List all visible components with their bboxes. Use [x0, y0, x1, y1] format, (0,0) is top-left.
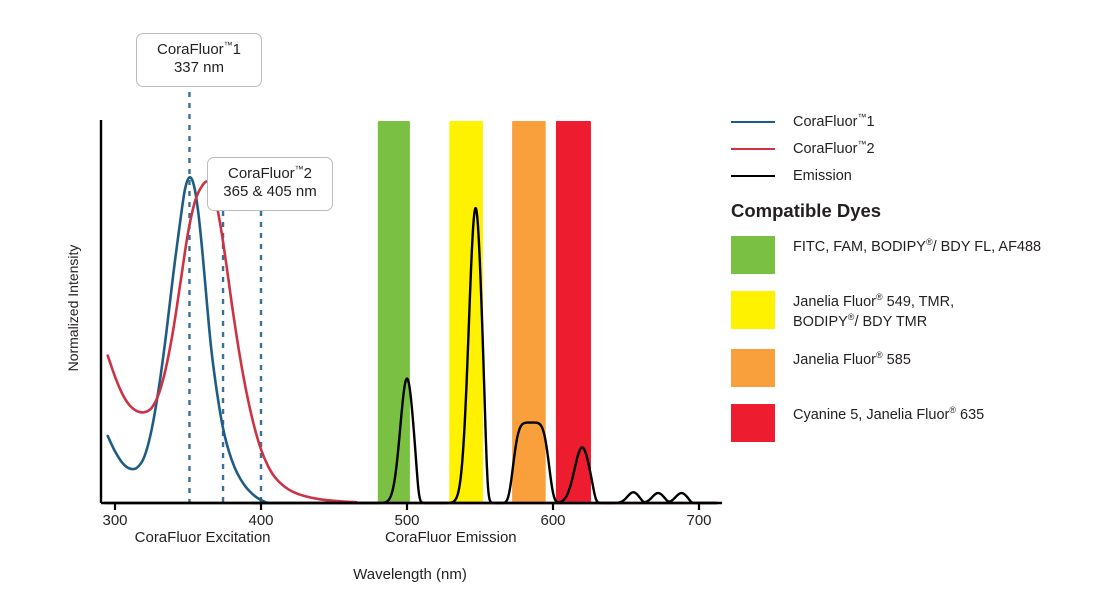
legend-item-2: Emission — [731, 162, 1091, 189]
x-tick-label-300: 300 — [102, 512, 128, 529]
x-axis-label: Wavelength (nm) — [353, 566, 467, 583]
dye-label-line2-1: BODIPY®/ BDY TMR — [793, 311, 954, 333]
dye-line1-tail-2: 585 — [882, 352, 911, 369]
dye-color-swatch-2 — [731, 349, 775, 388]
legend-label-base-0: CoraFluor — [793, 113, 858, 130]
callout-corafluor1-line2: 337 nm — [173, 59, 225, 77]
legend-label-tm-0: ™ — [857, 111, 867, 122]
callout-corafluor1-line1: CoraFluor™1 — [156, 40, 242, 59]
x-tick-label-700: 700 — [686, 512, 712, 529]
y-axis-label: Normalized Intensity — [65, 244, 81, 372]
dye-line2-reg-1: ® — [847, 311, 855, 322]
dye-label-line1-3: Cyanine 5, Janelia Fluor® 635 — [793, 406, 984, 426]
dye-line1-base-3: Cyanine 5, Janelia Fluor — [793, 407, 950, 424]
red-band — [555, 121, 591, 503]
dye-line2-base-1: BODIPY — [793, 313, 848, 330]
axis-section-emission: CoraFluor Emission — [384, 529, 517, 546]
excitation-curve-2 — [106, 180, 718, 505]
dye-line1-tail-1: 549, TMR, — [882, 294, 955, 310]
callout-corafluor2-line1: CoraFluor™2 — [227, 164, 313, 183]
legend-line-swatch-1 — [731, 147, 775, 150]
legend-label-tail-1: 2 — [866, 140, 875, 157]
dye-label-2: Janelia Fluor® 585 — [793, 349, 911, 371]
callout-corafluor2-line2: 365 & 405 nm — [223, 183, 317, 201]
legend-item-label-2: Emission — [793, 168, 852, 184]
compatible-dyes-title: Compatible Dyes — [731, 200, 882, 221]
series-legend: CoraFluor™1 CoraFluor™2 Emission — [731, 108, 1091, 189]
dye-row-2: Janelia Fluor® 585 — [731, 349, 1101, 388]
dye-line1-base-2: Janelia Fluor — [793, 352, 877, 369]
dye-line1-base-0: FITC, FAM, BODIPY — [793, 239, 926, 255]
dye-row-0: FITC, FAM, BODIPY®/ BDY FL, AF488 — [731, 236, 1101, 274]
dye-line1-base-1: Janelia Fluor — [793, 294, 877, 310]
dye-line2-tail-1: / BDY TMR — [854, 313, 928, 330]
compatible-dyes-list: FITC, FAM, BODIPY®/ BDY FL, AF488 Janelia… — [731, 236, 1101, 459]
dye-row-1: Janelia Fluor® 549, TMR, BODIPY®/ BDY TMR — [731, 291, 1101, 332]
dye-line1-tail-0: / BDY FL, AF488 — [932, 239, 1042, 255]
dye-label-line1-0: FITC, FAM, BODIPY®/ BDY FL, AF488 — [793, 238, 1041, 258]
x-tick-label-400: 400 — [248, 512, 274, 529]
orange-band — [512, 121, 546, 503]
legend-item-label-0: CoraFluor™1 — [793, 111, 875, 130]
yellow-band — [449, 121, 483, 503]
x-tick-label-600: 600 — [540, 512, 566, 529]
emission-curve — [103, 206, 718, 505]
legend-label-tail-0: 1 — [866, 113, 875, 130]
legend-line-swatch-2 — [731, 174, 775, 177]
green-band — [377, 121, 410, 503]
legend-item-0: CoraFluor™1 — [731, 108, 1091, 135]
dye-color-swatch-3 — [731, 404, 775, 443]
dye-line1-reg-1: ® — [876, 292, 883, 303]
dye-label-1: Janelia Fluor® 549, TMR, BODIPY®/ BDY TMR — [793, 291, 954, 332]
dye-label-line1-1: Janelia Fluor® 549, TMR, — [793, 293, 954, 313]
callout-corafluor1: CoraFluor™1 337 nm — [136, 33, 262, 87]
dye-label-line1-2: Janelia Fluor® 585 — [793, 351, 911, 371]
legend-item-1: CoraFluor™2 — [731, 135, 1091, 162]
dye-line1-tail-3: 635 — [956, 407, 985, 424]
legend-label-tm-1: ™ — [857, 138, 867, 149]
dye-line1-reg-0: ® — [925, 237, 933, 248]
legend-label-base-1: CoraFluor — [793, 140, 858, 157]
dye-color-swatch-0 — [731, 236, 775, 274]
legend-line-swatch-0 — [731, 120, 775, 123]
axis-section-excitation: CoraFluor Excitation — [134, 529, 271, 546]
dye-label-0: FITC, FAM, BODIPY®/ BDY FL, AF488 — [793, 236, 1041, 258]
legend-item-label-1: CoraFluor™2 — [793, 138, 875, 157]
dye-line1-reg-3: ® — [949, 405, 957, 416]
dye-label-3: Cyanine 5, Janelia Fluor® 635 — [793, 404, 984, 426]
dye-row-3: Cyanine 5, Janelia Fluor® 635 — [731, 404, 1101, 443]
callout-corafluor2: CoraFluor™2 365 & 405 nm — [207, 157, 333, 211]
dye-color-swatch-1 — [731, 291, 775, 329]
dye-line1-reg-2: ® — [876, 350, 883, 361]
x-tick-label-500: 500 — [394, 512, 420, 529]
excitation-curve-1 — [106, 176, 718, 505]
legend-label-base-2: Emission — [793, 167, 852, 184]
